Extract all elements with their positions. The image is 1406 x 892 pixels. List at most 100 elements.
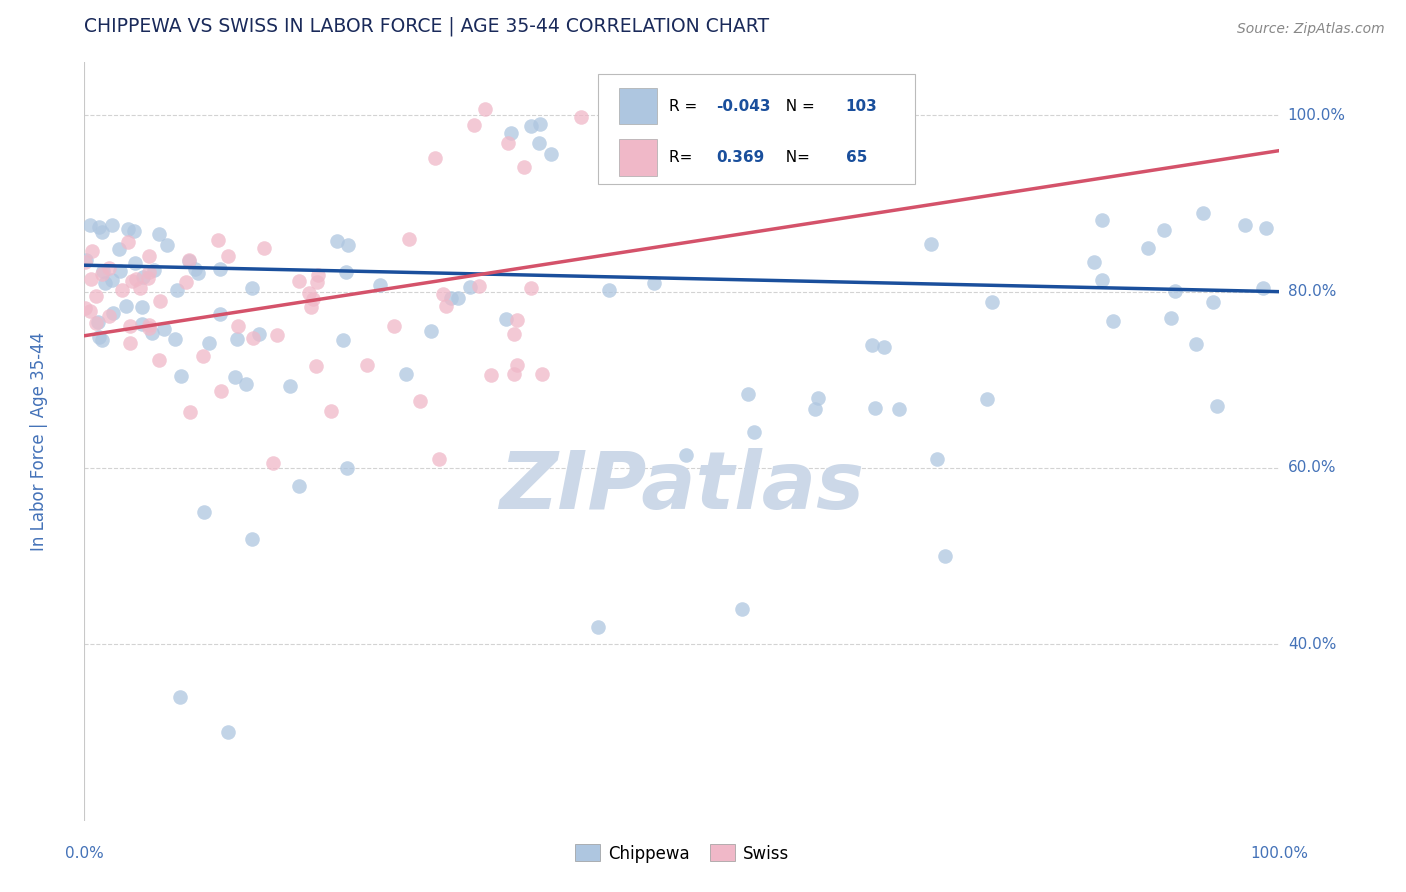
Point	[211, 384, 233, 399]
Text: 100.0%: 100.0%	[1250, 846, 1309, 861]
Point	[305, 359, 328, 373]
Text: N=: N=	[776, 150, 815, 165]
Point	[496, 136, 519, 150]
Point	[118, 319, 141, 334]
Point	[169, 690, 191, 705]
Point	[174, 275, 197, 289]
Point	[90, 225, 112, 239]
Point	[132, 270, 155, 285]
Point	[84, 316, 107, 330]
Point	[138, 265, 160, 279]
Point	[125, 272, 148, 286]
Point	[495, 312, 517, 326]
Point	[731, 602, 754, 616]
Point	[529, 117, 551, 131]
Point	[117, 235, 139, 249]
Point	[226, 332, 249, 346]
Point	[588, 620, 610, 634]
Point	[131, 300, 153, 314]
Point	[370, 278, 392, 293]
Point	[479, 368, 502, 382]
Point	[153, 322, 176, 336]
Point	[356, 358, 378, 372]
Point	[75, 253, 97, 268]
Point	[101, 273, 124, 287]
Point	[242, 280, 264, 294]
Point	[872, 340, 894, 354]
Point	[1234, 218, 1257, 232]
Point	[143, 262, 166, 277]
Point	[458, 280, 481, 294]
Point	[240, 532, 263, 546]
Point	[519, 281, 541, 295]
Point	[467, 279, 489, 293]
Point	[149, 294, 172, 309]
Text: ZIPatlas: ZIPatlas	[499, 448, 865, 526]
Point	[193, 505, 215, 519]
Point	[209, 307, 232, 321]
Point	[89, 220, 111, 235]
Point	[179, 254, 201, 268]
Point	[89, 329, 111, 343]
Point	[675, 448, 697, 462]
Point	[129, 281, 152, 295]
Point	[80, 244, 103, 259]
Point	[499, 126, 522, 140]
Text: 0.369: 0.369	[717, 150, 765, 165]
Text: -0.043: -0.043	[717, 99, 770, 114]
Text: 103: 103	[845, 99, 877, 114]
Point	[1102, 314, 1125, 328]
Point	[841, 152, 863, 166]
Point	[1251, 281, 1274, 295]
Point	[1136, 242, 1159, 256]
Point	[643, 276, 665, 290]
Text: 40.0%: 40.0%	[1288, 637, 1336, 652]
Point	[228, 318, 250, 333]
FancyBboxPatch shape	[619, 139, 657, 176]
Point	[73, 301, 96, 316]
Text: 60.0%: 60.0%	[1288, 460, 1336, 475]
Point	[148, 227, 170, 241]
Text: R =: R =	[669, 99, 702, 114]
Point	[934, 549, 956, 563]
Point	[84, 289, 107, 303]
Point	[602, 151, 624, 165]
Point	[423, 151, 446, 165]
Point	[177, 252, 200, 267]
Point	[247, 327, 270, 342]
Point	[298, 286, 321, 301]
Text: In Labor Force | Age 35-44: In Labor Force | Age 35-44	[30, 332, 48, 551]
Point	[217, 249, 239, 263]
Point	[93, 277, 115, 291]
Point	[598, 283, 620, 297]
Point	[138, 318, 160, 333]
Point	[86, 315, 108, 329]
Point	[191, 349, 214, 363]
Point	[179, 405, 201, 419]
Point	[73, 255, 96, 269]
Point	[170, 369, 193, 384]
Point	[108, 264, 131, 278]
Point	[207, 233, 229, 247]
Point	[645, 136, 668, 150]
Point	[1083, 255, 1105, 269]
Point	[307, 268, 329, 283]
Point	[101, 218, 124, 232]
Point	[136, 271, 159, 285]
FancyBboxPatch shape	[619, 88, 657, 125]
Point	[93, 264, 115, 278]
Point	[409, 393, 432, 408]
Point	[79, 219, 101, 233]
Point	[187, 266, 209, 280]
Point	[266, 328, 288, 343]
Point	[927, 451, 949, 466]
Point	[463, 118, 485, 132]
Point	[756, 150, 779, 164]
Point	[217, 725, 239, 739]
Point	[156, 237, 179, 252]
Point	[262, 456, 284, 470]
Point	[540, 146, 562, 161]
Point	[503, 327, 526, 342]
Point	[97, 309, 120, 323]
Point	[742, 425, 765, 440]
